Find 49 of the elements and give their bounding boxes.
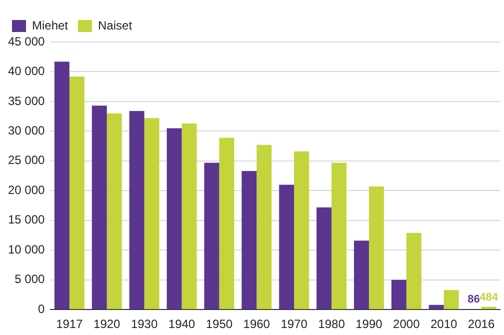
x-tick-label: 1980 xyxy=(318,317,346,332)
data-label: 86 xyxy=(468,294,480,306)
bar xyxy=(242,171,257,310)
bar xyxy=(106,113,122,310)
bar xyxy=(294,151,310,310)
y-tick-label: 5 000 xyxy=(14,272,46,286)
y-tick-label: 15 000 xyxy=(8,212,46,227)
x-tick-label: 1970 xyxy=(280,317,308,332)
x-tick-label: 2000 xyxy=(393,317,420,332)
y-tick-label: 10 000 xyxy=(8,242,46,256)
legend-label: Miehet xyxy=(32,18,69,32)
x-tick-label: 1917 xyxy=(56,317,84,332)
x-tick-label: 1950 xyxy=(206,317,233,332)
bar xyxy=(428,304,444,310)
x-tick-label: 1930 xyxy=(130,317,158,332)
y-tick-label: 45 000 xyxy=(8,34,46,48)
x-tick-label: 1920 xyxy=(94,317,121,332)
x-tick-label: 1960 xyxy=(243,317,270,332)
bar xyxy=(279,184,294,310)
bar xyxy=(256,144,272,310)
bar xyxy=(444,290,459,310)
x-tick-label: 2016 xyxy=(468,317,495,332)
x-tick-label: 1940 xyxy=(168,317,196,332)
y-tick-label: 20 000 xyxy=(8,182,46,197)
bar xyxy=(368,186,384,310)
bar xyxy=(166,128,182,310)
y-tick-label: 35 000 xyxy=(8,94,46,108)
bar xyxy=(129,110,144,310)
x-tick-label: 1990 xyxy=(356,317,383,332)
bar xyxy=(92,106,107,310)
bar xyxy=(204,162,220,310)
bar xyxy=(406,232,422,310)
bar xyxy=(219,138,234,310)
data-label: 484 xyxy=(480,291,499,304)
bar xyxy=(69,76,84,310)
bar xyxy=(391,280,406,310)
y-tick-label: 40 000 xyxy=(8,64,46,78)
x-tick-label: 2010 xyxy=(430,317,458,332)
bar xyxy=(54,62,70,310)
y-tick-label: 25 000 xyxy=(8,153,46,168)
bar xyxy=(354,240,369,310)
y-tick-label: 0 xyxy=(38,302,46,316)
legend-label: Naiset xyxy=(98,18,133,32)
bar xyxy=(144,118,160,310)
bar xyxy=(481,306,496,310)
bar xyxy=(332,162,346,310)
bar xyxy=(182,123,197,310)
y-tick-label: 30 000 xyxy=(8,124,46,138)
bar xyxy=(316,207,332,310)
